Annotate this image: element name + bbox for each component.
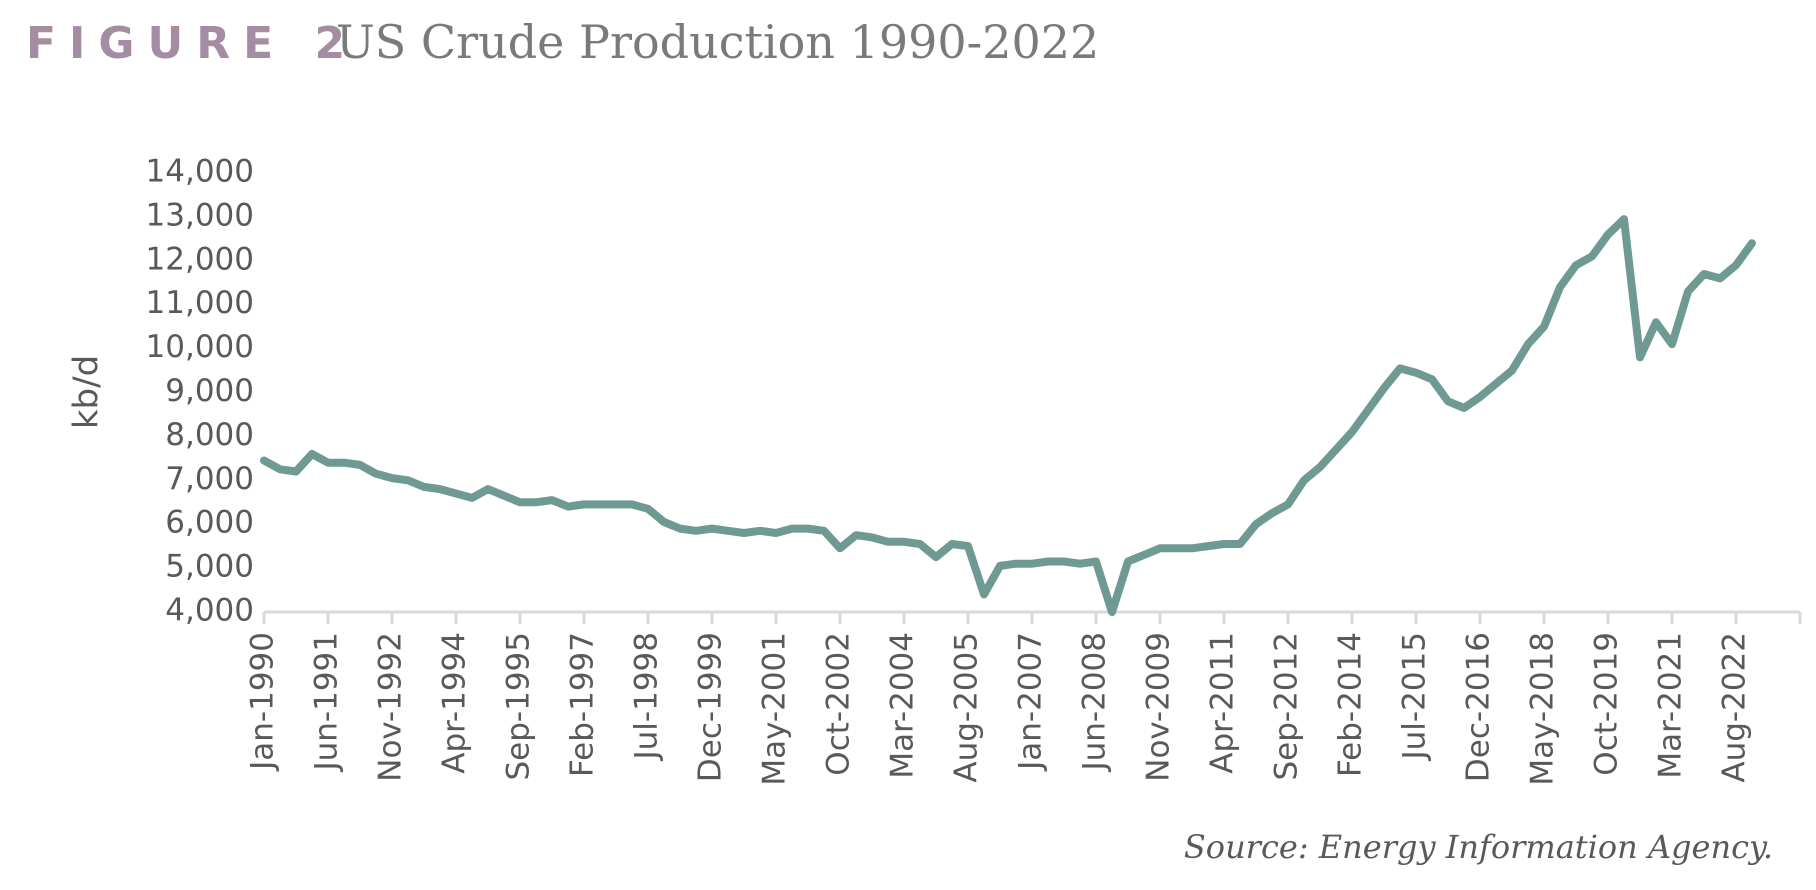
y-tick-label: 10,000 xyxy=(146,329,254,365)
x-tick-label: Aug-2005 xyxy=(949,632,985,783)
x-tick-label: Feb-1997 xyxy=(565,632,601,777)
x-tick-label: Dec-2016 xyxy=(1461,632,1497,782)
x-tick-label: May-2001 xyxy=(757,632,793,786)
x-tick-label: Jul-1998 xyxy=(629,632,665,761)
x-tick-label: Jul-2015 xyxy=(1397,632,1433,761)
x-tick-label: Nov-1992 xyxy=(373,632,409,782)
chart-title: US Crude Production 1990-2022 xyxy=(336,15,1099,69)
x-tick-label: Nov-2009 xyxy=(1141,632,1177,782)
y-tick-label: 9,000 xyxy=(165,373,254,409)
y-tick-label: 11,000 xyxy=(146,285,254,321)
x-tick-label: Aug-2022 xyxy=(1717,632,1753,783)
x-tick-label: Mar-2004 xyxy=(885,632,921,779)
x-tick-label: Apr-1994 xyxy=(437,632,473,774)
y-tick-label: 5,000 xyxy=(165,549,254,585)
x-tick-label: May-2018 xyxy=(1525,632,1561,786)
data-line xyxy=(260,215,1756,616)
y-tick-label: 8,000 xyxy=(165,417,254,453)
x-tick-label: Sep-2012 xyxy=(1269,632,1305,781)
y-tick-label: 14,000 xyxy=(146,154,254,190)
y-tick-label: 13,000 xyxy=(146,197,254,233)
x-tick-label: Jun-1991 xyxy=(309,632,345,773)
x-tick-label: Feb-2014 xyxy=(1333,632,1369,777)
x-tick-label: Oct-2002 xyxy=(821,632,857,776)
y-tick-label: 12,000 xyxy=(146,241,254,277)
y-tick-label: 7,000 xyxy=(165,461,254,497)
x-tick-label: Jan-2007 xyxy=(1013,632,1049,772)
x-tick-label: Sep-1995 xyxy=(501,632,537,781)
y-tick-label: 4,000 xyxy=(165,593,254,629)
x-tick-label: Mar-2021 xyxy=(1653,632,1689,779)
x-tick-label: Apr-2011 xyxy=(1205,632,1241,774)
x-tick-label: Jun-2008 xyxy=(1077,632,1113,773)
x-tick-label: Oct-2019 xyxy=(1589,632,1625,776)
source: Source: Energy Information Agency. xyxy=(1184,828,1773,866)
figure-label: FIGURE 2 xyxy=(26,18,358,69)
x-tick-label: Dec-1999 xyxy=(693,632,729,782)
x-tick-label: Jan-1990 xyxy=(245,632,281,772)
y-tick-label: 6,000 xyxy=(165,505,254,541)
y-axis-label: kb/d xyxy=(67,355,107,429)
